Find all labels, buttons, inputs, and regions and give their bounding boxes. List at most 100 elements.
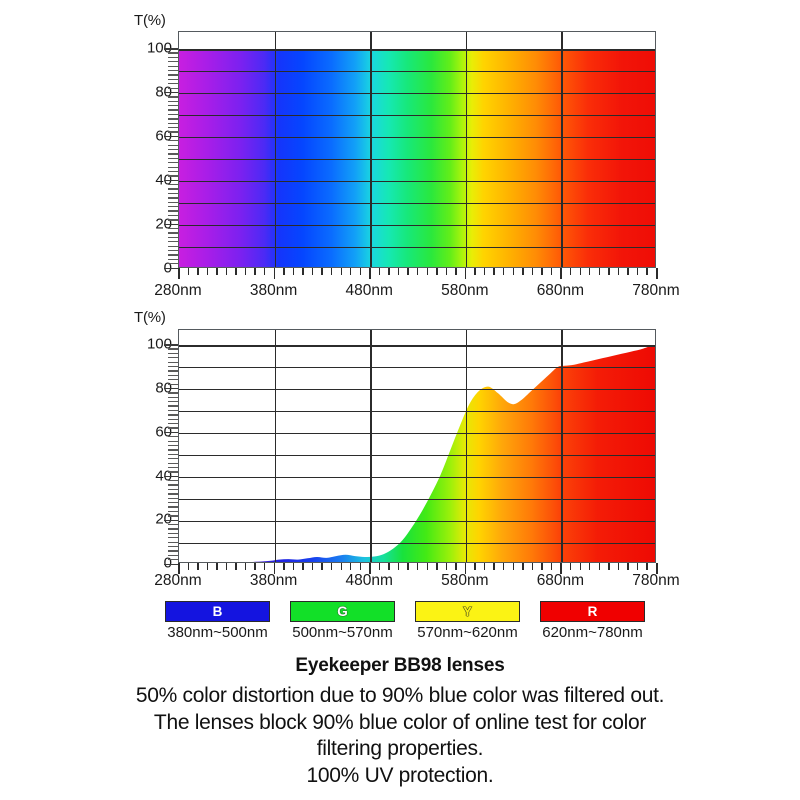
legend-item-yellow: Y 570nm~620nm — [405, 601, 530, 641]
x-tick-minor — [636, 563, 639, 570]
y-tick-minor — [168, 523, 178, 526]
caption-line-2: The lenses block 90% blue color of onlin… — [153, 710, 647, 734]
x-tick-minor — [646, 563, 648, 570]
chart1-plot-area — [178, 31, 656, 268]
x-tick-minor — [359, 268, 362, 275]
chart1-y-label: 100 — [146, 39, 172, 57]
x-tick-minor — [569, 563, 572, 570]
x-tick-minor — [503, 268, 505, 275]
x-tick-minor — [397, 563, 400, 570]
chart2-data-field — [179, 345, 655, 562]
x-tick-minor — [225, 563, 228, 570]
chart1-y-label: 20 — [155, 215, 172, 233]
y-tick-minor — [168, 249, 178, 252]
x-tick-major — [273, 268, 276, 279]
y-tick-minor — [168, 241, 178, 243]
x-tick-major — [464, 563, 467, 574]
x-tick-minor — [254, 563, 256, 570]
chart1-x-label: 480nm — [345, 282, 393, 299]
x-tick-minor — [311, 563, 314, 570]
y-tick-major — [164, 223, 178, 226]
x-tick-minor — [350, 563, 352, 570]
y-tick-minor — [168, 545, 178, 548]
y-tick-minor — [168, 219, 178, 221]
y-tick-minor — [168, 554, 178, 557]
x-tick-minor — [397, 268, 400, 275]
x-tick-major — [656, 268, 658, 279]
y-tick-minor — [168, 405, 178, 407]
y-tick-minor — [168, 184, 178, 186]
x-tick-minor — [426, 268, 428, 275]
y-tick-minor — [168, 396, 178, 398]
y-tick-minor — [168, 541, 178, 543]
y-tick-minor — [168, 254, 178, 256]
x-tick-minor — [512, 268, 514, 275]
legend-swatch-blue: B — [165, 601, 270, 622]
x-tick-minor — [541, 268, 543, 275]
x-tick-minor — [436, 268, 438, 275]
y-tick-minor — [168, 374, 178, 377]
x-tick-minor — [550, 563, 553, 570]
y-tick-minor — [168, 162, 178, 164]
x-tick-minor — [474, 563, 476, 570]
chart2-y-ticks — [164, 0, 184, 800]
legend-range-yellow: 570nm~620nm — [417, 624, 518, 641]
y-tick-minor — [168, 214, 178, 217]
y-tick-minor — [168, 484, 178, 486]
y-tick-minor — [168, 52, 178, 54]
chart2-y-label: 0 — [164, 555, 172, 572]
y-tick-minor — [168, 537, 178, 539]
x-tick-major — [560, 563, 563, 574]
x-tick-minor — [646, 268, 648, 275]
x-tick-minor — [455, 563, 457, 570]
y-tick-minor — [168, 65, 178, 67]
y-tick-minor — [168, 227, 178, 230]
y-tick-minor — [168, 113, 178, 116]
y-tick-minor — [168, 502, 178, 504]
chart1-y-label: 40 — [155, 171, 172, 189]
x-tick-minor — [388, 268, 390, 275]
caption-block: Eyekeeper BB98 lenses 50% color distorti… — [0, 655, 800, 789]
caption-title: Eyekeeper BB98 lenses — [295, 655, 505, 676]
y-tick-major — [164, 267, 178, 270]
chart2-y-label: 100 — [146, 335, 172, 353]
y-tick-minor — [168, 258, 178, 261]
y-tick-minor — [168, 153, 178, 155]
x-tick-minor — [311, 268, 314, 275]
y-tick-minor — [168, 74, 178, 76]
x-tick-minor — [340, 563, 342, 570]
x-tick-minor — [321, 268, 323, 275]
x-tick-minor — [302, 563, 304, 570]
x-tick-minor — [292, 268, 295, 275]
chart2-curve-svg — [249, 345, 655, 562]
y-tick-minor — [168, 192, 178, 195]
y-tick-minor — [168, 506, 178, 508]
y-tick-minor — [168, 83, 178, 85]
chart2-x-label: 780nm — [632, 572, 680, 589]
x-tick-minor — [579, 563, 581, 570]
x-tick-minor — [254, 268, 256, 275]
x-tick-minor — [455, 268, 457, 275]
x-tick-minor — [417, 563, 419, 570]
y-tick-minor — [168, 170, 178, 173]
x-tick-minor — [627, 563, 629, 570]
x-tick-minor — [522, 563, 524, 570]
x-tick-minor — [541, 563, 543, 570]
legend-swatch-green: G — [290, 601, 395, 622]
y-tick-minor — [168, 118, 178, 120]
chart2-plot-area — [178, 329, 656, 563]
y-tick-minor — [168, 232, 178, 234]
chart1-x-label: 680nm — [536, 282, 585, 299]
x-tick-minor — [359, 563, 362, 570]
x-tick-minor — [493, 268, 495, 275]
x-tick-major — [178, 563, 180, 574]
x-tick-minor — [244, 563, 247, 570]
y-tick-minor — [168, 418, 178, 420]
chart2-x-label: 380nm — [249, 572, 298, 589]
legend-range-green: 500nm~570nm — [292, 624, 393, 641]
x-tick-minor — [483, 563, 486, 570]
chart2-y-label: 20 — [155, 511, 172, 528]
x-tick-minor — [483, 268, 486, 275]
x-tick-minor — [235, 563, 237, 570]
